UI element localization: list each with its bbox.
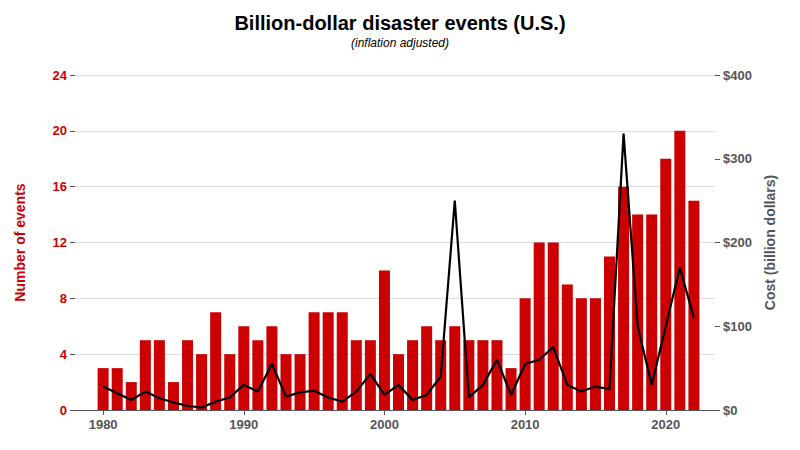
svg-text:$400: $400 bbox=[723, 68, 752, 83]
svg-text:(inflation adjusted): (inflation adjusted) bbox=[351, 36, 449, 50]
svg-text:Billion-dollar disaster events: Billion-dollar disaster events (U.S.) bbox=[234, 12, 565, 34]
svg-text:2010: 2010 bbox=[511, 417, 540, 432]
svg-text:Number of events: Number of events bbox=[12, 183, 28, 301]
svg-text:2020: 2020 bbox=[651, 417, 680, 432]
svg-text:16: 16 bbox=[53, 179, 67, 194]
svg-text:2000: 2000 bbox=[370, 417, 399, 432]
svg-text:0: 0 bbox=[60, 403, 67, 418]
svg-text:$300: $300 bbox=[723, 151, 752, 166]
svg-text:8: 8 bbox=[60, 291, 67, 306]
svg-text:$100: $100 bbox=[723, 319, 752, 334]
svg-text:4: 4 bbox=[60, 347, 68, 362]
svg-text:1980: 1980 bbox=[89, 417, 118, 432]
svg-text:$0: $0 bbox=[723, 403, 737, 418]
svg-text:Cost (billion dollars): Cost (billion dollars) bbox=[762, 175, 778, 310]
svg-text:12: 12 bbox=[53, 235, 67, 250]
svg-text:$200: $200 bbox=[723, 235, 752, 250]
svg-text:20: 20 bbox=[53, 123, 67, 138]
svg-text:24: 24 bbox=[53, 68, 68, 83]
svg-text:1990: 1990 bbox=[229, 417, 258, 432]
